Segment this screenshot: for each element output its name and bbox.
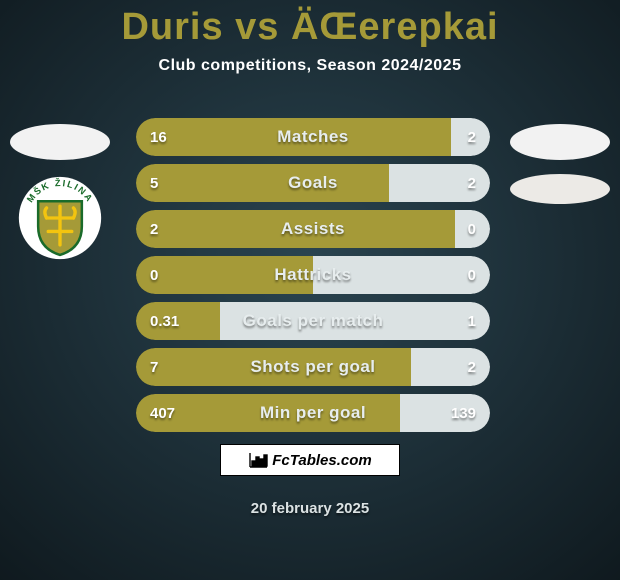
stat-label: Matches <box>136 118 490 156</box>
stat-row: Assists2 0 <box>136 210 490 248</box>
stat-row: Matches16 2 <box>136 118 490 156</box>
club-badge-zilina: MŠK ŽILINA <box>18 176 102 260</box>
stat-value-player1: 2 <box>136 210 172 248</box>
svg-text:MŠK ŽILINA: MŠK ŽILINA <box>25 177 95 204</box>
stat-label: Shots per goal <box>136 348 490 386</box>
stat-value-player2: 0 <box>454 210 490 248</box>
stat-value-player1: 5 <box>136 164 172 202</box>
stat-value-player2: 2 <box>454 164 490 202</box>
placeholder-ellipse-right-1 <box>510 124 610 160</box>
stat-row: Min per goal407139 <box>136 394 490 432</box>
snapshot-date: 20 february 2025 <box>0 500 620 517</box>
stat-value-player1: 0 <box>136 256 172 294</box>
stat-value-player1: 0.31 <box>136 302 193 340</box>
stat-value-player1: 7 <box>136 348 172 386</box>
brand-chart-icon <box>248 452 268 468</box>
brand-text: FcTables.com <box>272 452 371 469</box>
stat-value-player2: 139 <box>437 394 490 432</box>
placeholder-ellipse-left <box>10 124 110 160</box>
brand-card[interactable]: FcTables.com <box>220 444 400 476</box>
comparison-title: Duris vs ÄŒerepkai <box>0 0 620 49</box>
stat-value-player2: 2 <box>454 118 490 156</box>
stats-rows: Matches162Goals52Assists20Hattricks00Goa… <box>136 118 490 440</box>
stat-row: Goals per match0.311 <box>136 302 490 340</box>
stat-row: Goals5 2 <box>136 164 490 202</box>
stat-value-player1: 407 <box>136 394 189 432</box>
stat-value-player2: 2 <box>454 348 490 386</box>
comparison-subtitle: Club competitions, Season 2024/2025 <box>0 57 620 75</box>
stat-label: Assists <box>136 210 490 248</box>
stat-label: Goals <box>136 164 490 202</box>
placeholder-ellipse-right-2 <box>510 174 610 204</box>
stat-value-player2: 1 <box>454 302 490 340</box>
stat-row: Shots per goal7 2 <box>136 348 490 386</box>
stat-row: Hattricks0 0 <box>136 256 490 294</box>
stat-value-player2: 0 <box>454 256 490 294</box>
stat-label: Hattricks <box>136 256 490 294</box>
stat-value-player1: 16 <box>136 118 181 156</box>
